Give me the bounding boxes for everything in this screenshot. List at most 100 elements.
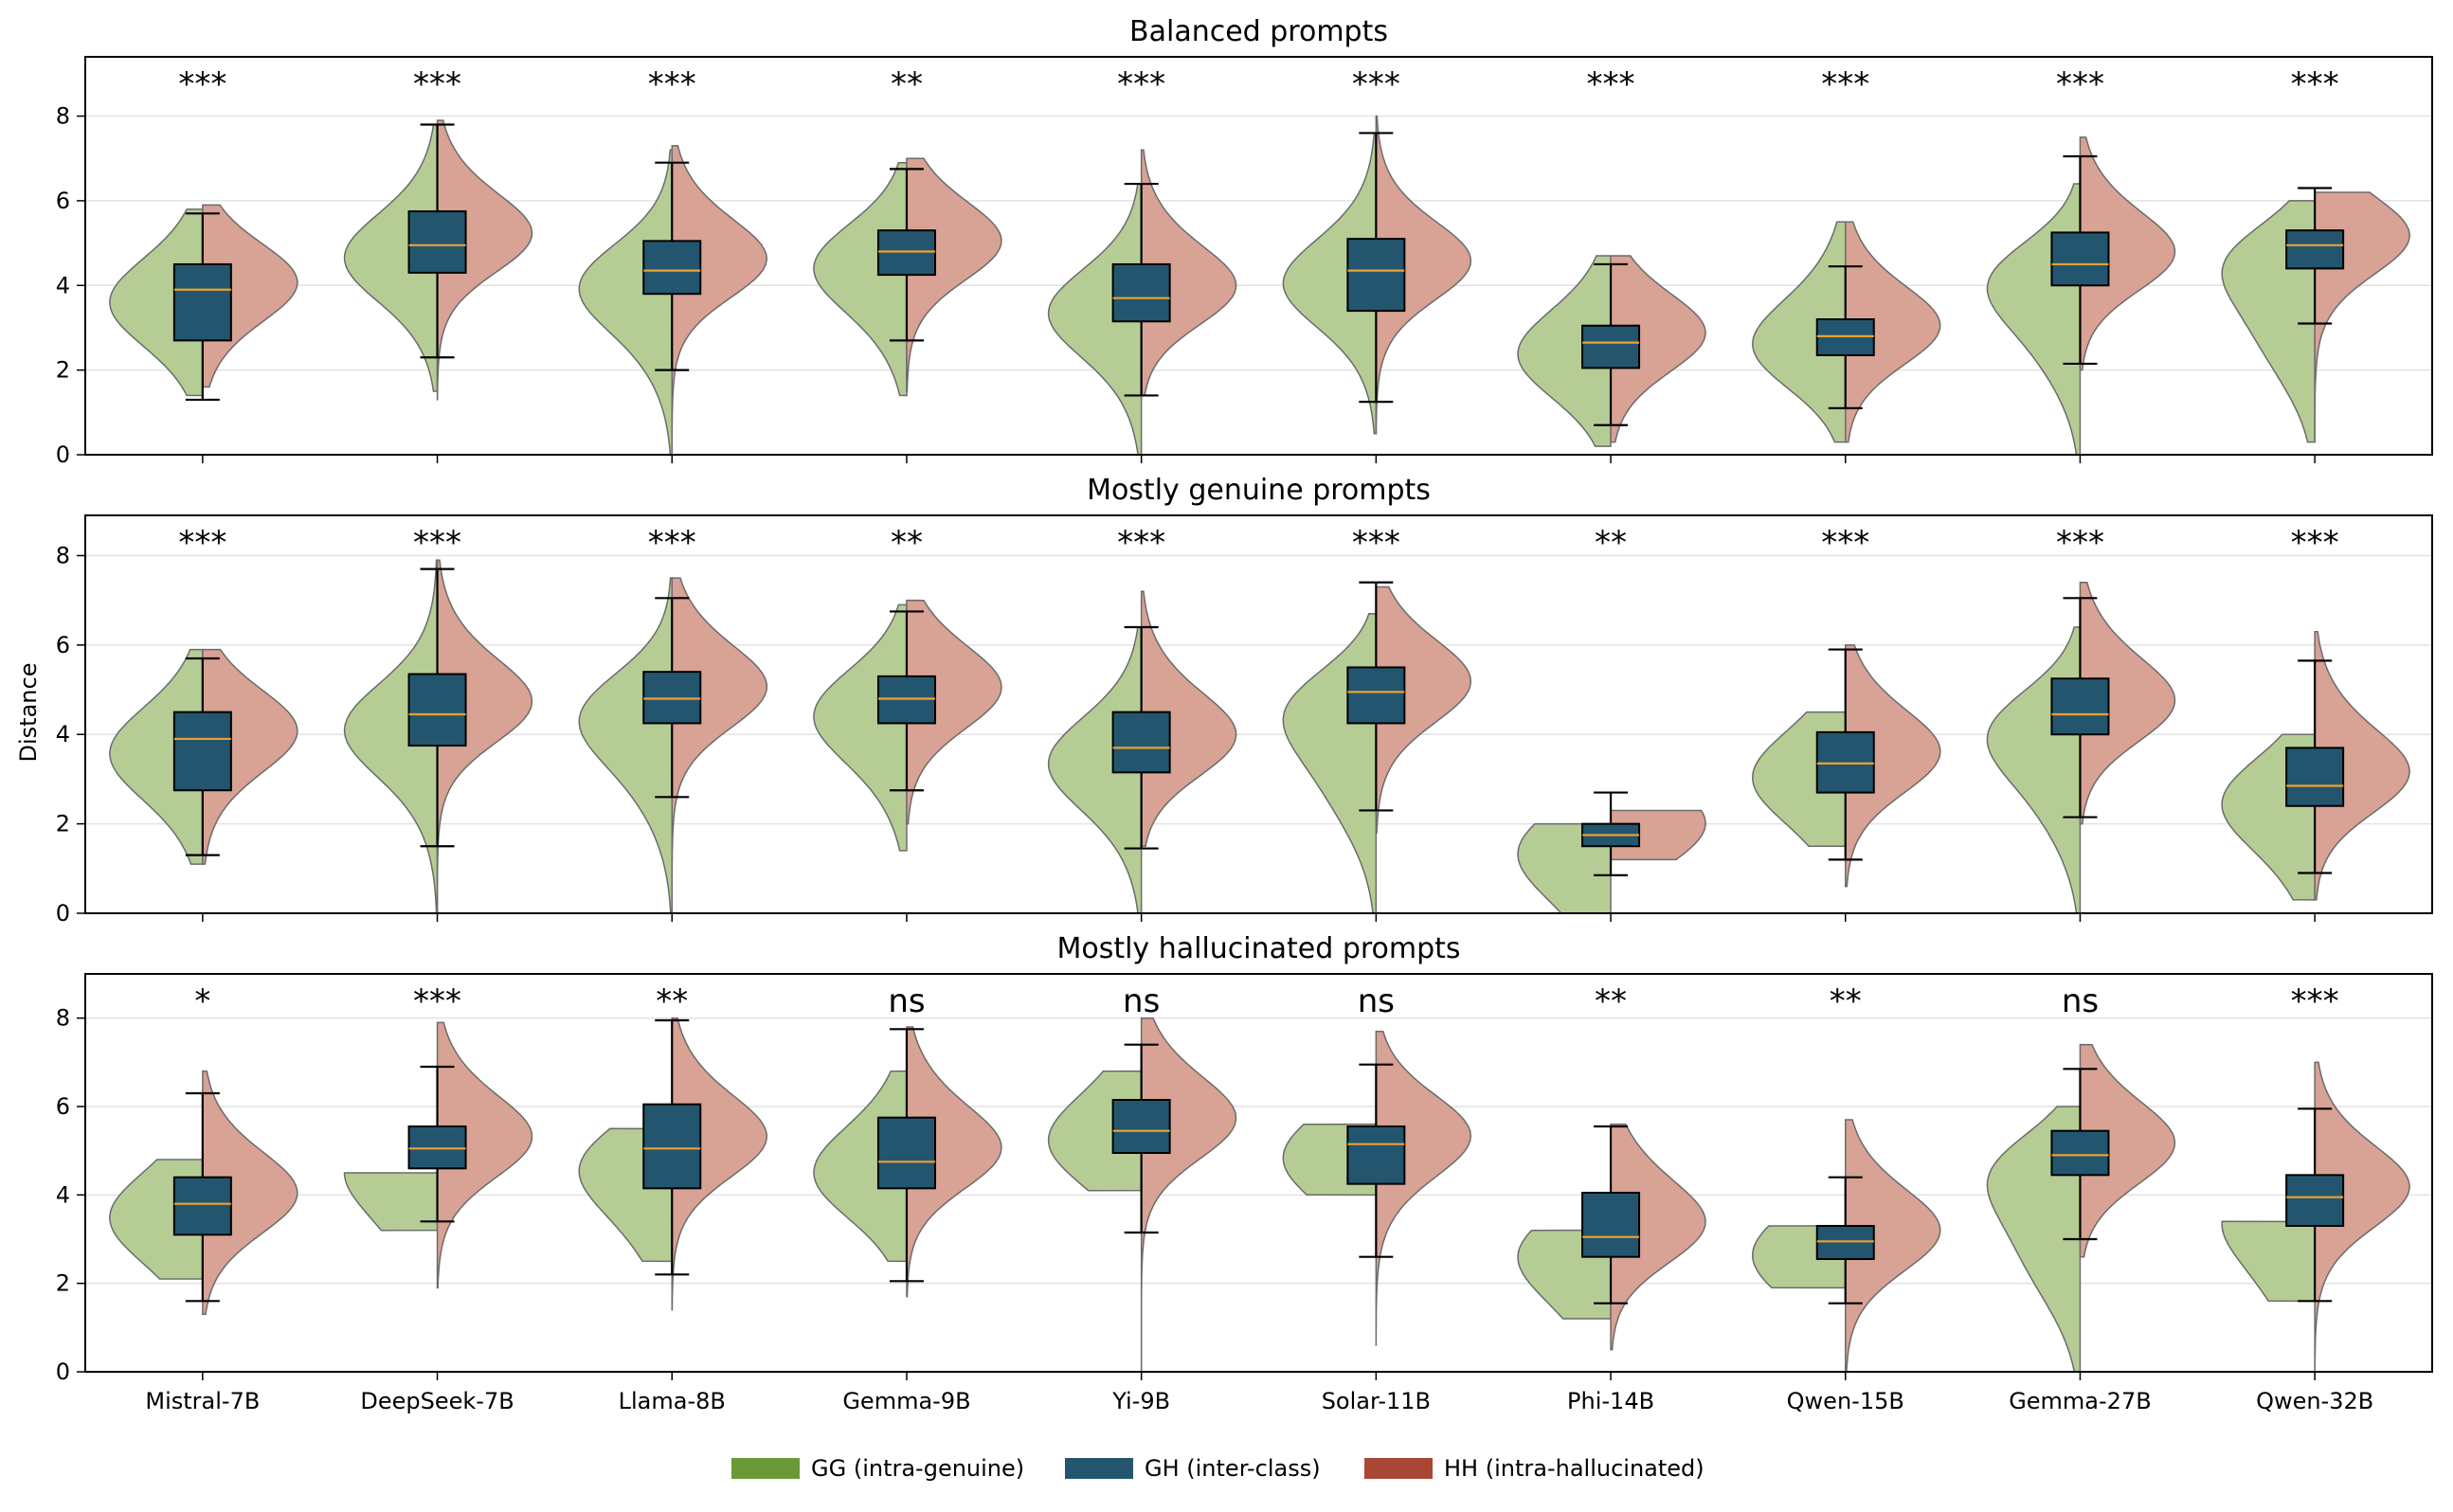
violin-hh — [906, 1026, 1002, 1298]
group-solar-11b: *** — [1282, 524, 1472, 922]
significance-label: *** — [1352, 524, 1400, 562]
group-solar-11b: *** — [1282, 65, 1472, 463]
group-gemma-9b: ** — [813, 65, 1002, 463]
violin-hh — [202, 1070, 298, 1316]
violin-gg — [813, 161, 908, 397]
group-deepseek-7b: *** — [343, 524, 533, 922]
box-gh — [1815, 730, 1875, 794]
violin-gg — [578, 577, 673, 914]
panel-title: Balanced prompts — [1129, 15, 1388, 48]
significance-label: *** — [1821, 524, 1869, 562]
significance-label: *** — [1352, 65, 1400, 103]
y-tick-label: 0 — [56, 900, 70, 927]
y-tick-label: 4 — [56, 721, 70, 747]
x-tick-label: Llama-8B — [619, 1388, 726, 1414]
box-gh — [642, 240, 702, 296]
group-yi-9b: *** — [1047, 524, 1237, 922]
group-deepseek-7b: *** DeepSeek-7B — [343, 982, 533, 1414]
violin-hh — [671, 145, 768, 456]
group-qwen-32b: *** — [2221, 524, 2410, 922]
group-qwen-32b: *** — [2221, 65, 2410, 463]
x-tick-label: DeepSeek-7B — [360, 1388, 514, 1414]
y-tick-label: 4 — [56, 1181, 70, 1208]
significance-label: ns — [2062, 982, 2099, 1020]
group-gemma-9b: ns Gemma-9B — [813, 982, 1002, 1414]
y-tick-label: 8 — [56, 1005, 70, 1032]
violin-hh — [1610, 255, 1706, 443]
box-gh — [1581, 324, 1641, 369]
box-gh — [2285, 1174, 2345, 1228]
violin-gg — [1517, 255, 1612, 447]
plot-frame — [84, 973, 2433, 1373]
box-gh — [1815, 318, 1875, 356]
violin-gg — [1047, 626, 1143, 914]
violin-hh — [1610, 809, 1706, 861]
x-tick-label: Gemma-9B — [842, 1388, 970, 1414]
significance-label: ns — [888, 982, 925, 1020]
group-gemma-27b: ns Gemma-27B — [1986, 982, 2176, 1414]
violin-gg — [2221, 1220, 2316, 1303]
significance-label: ** — [1595, 524, 1627, 562]
group-yi-9b: *** — [1047, 65, 1237, 463]
significance-label: ** — [656, 982, 688, 1020]
box-gh — [172, 262, 232, 342]
significance-label: *** — [178, 65, 226, 103]
box-gh — [2050, 231, 2110, 287]
significance-label: *** — [2291, 982, 2339, 1020]
group-llama-8b: *** — [578, 524, 768, 922]
violin-hh — [202, 648, 298, 865]
box-gh — [642, 671, 702, 725]
box-gh — [1111, 1099, 1171, 1154]
group-phi-14b: ** — [1517, 524, 1706, 922]
violin-gg — [1282, 613, 1378, 914]
y-tick-label: 6 — [56, 188, 70, 214]
y-axis-label: Distance — [15, 663, 42, 763]
y-tick-label: 2 — [56, 1270, 70, 1297]
box-gh — [407, 673, 467, 747]
significance-label: ** — [1595, 982, 1627, 1020]
violin-hh — [2314, 630, 2410, 901]
violin-gg — [343, 1172, 439, 1232]
box-gh — [1111, 711, 1171, 774]
group-gemma-27b: *** — [1986, 65, 2176, 463]
box-gh — [1581, 1192, 1641, 1258]
box-gh — [876, 1116, 936, 1190]
violin-hh — [1845, 1119, 1941, 1373]
violin-hh — [906, 599, 1002, 825]
violin-hh — [436, 1021, 533, 1289]
significance-label: ** — [1830, 982, 1862, 1020]
y-tick-label: 4 — [56, 272, 70, 298]
significance-label: *** — [2056, 524, 2104, 562]
x-tick-label: Solar-11B — [1322, 1388, 1431, 1414]
violin-gg — [1282, 132, 1378, 435]
legend-swatch-hh — [1364, 1458, 1433, 1479]
violin-gg — [343, 123, 439, 392]
significance-label: *** — [2291, 524, 2339, 562]
box-gh — [876, 675, 936, 725]
plot-frame — [84, 514, 2433, 914]
significance-label: *** — [1821, 65, 1869, 103]
legend-label-gh: GH (inter-class) — [1145, 1455, 1321, 1482]
violin-hh — [436, 119, 533, 401]
x-tick-label: Yi-9B — [1111, 1388, 1170, 1414]
violin-hh — [1375, 1030, 1472, 1346]
legend-swatch-gg — [731, 1458, 800, 1479]
violin-gg — [813, 603, 908, 852]
violin-gg — [343, 559, 439, 914]
group-gemma-27b: *** — [1986, 524, 2176, 922]
box-gh — [407, 1125, 467, 1170]
y-tick-label: 6 — [56, 1093, 70, 1120]
panel-title: Mostly hallucinated prompts — [1056, 932, 1460, 965]
violin-hh — [202, 204, 298, 388]
group-qwen-15b: ** Qwen-15B — [1752, 982, 1941, 1414]
violin-hh — [671, 1017, 768, 1311]
x-tick-label: Qwen-15B — [1787, 1388, 1904, 1414]
box-gh — [2285, 229, 2345, 270]
group-llama-8b: *** — [578, 65, 768, 463]
legend-label-gg: GG (intra-genuine) — [811, 1455, 1024, 1482]
significance-label: * — [194, 982, 210, 1020]
box-gh — [642, 1103, 702, 1190]
